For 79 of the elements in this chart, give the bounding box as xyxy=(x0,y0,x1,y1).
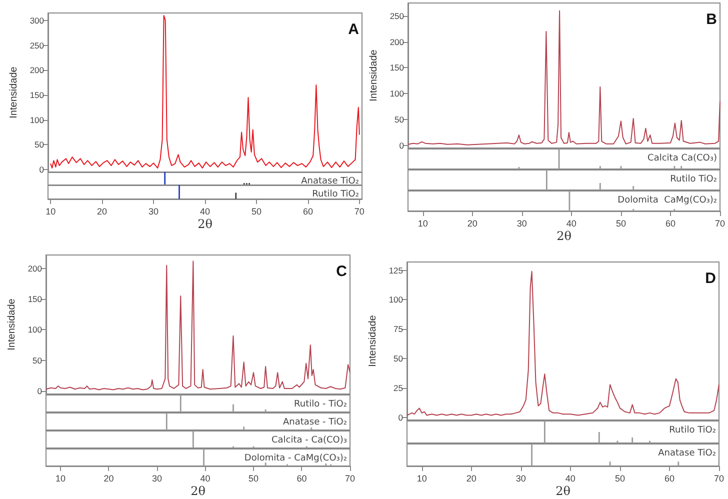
y-tick-label: 25 xyxy=(394,383,404,394)
text: Rutilo TiO₂ xyxy=(670,174,718,184)
y-tick-label: 150 xyxy=(30,90,44,100)
text: D xyxy=(705,270,716,287)
x-tick-label: 60 xyxy=(296,474,307,484)
x-tick-label: 50 xyxy=(614,474,625,484)
x-tick-label: 10 xyxy=(55,474,66,484)
x-tick-label: 60 xyxy=(302,206,313,216)
text: Calcita - Ca(CO)₃ xyxy=(271,436,348,446)
y-tick-label: 150 xyxy=(28,294,42,304)
x-tick-label: 50 xyxy=(251,206,262,216)
y-tick-label: 300 xyxy=(30,15,44,26)
line-series xyxy=(46,260,350,390)
y-tick-label: 100 xyxy=(30,114,44,125)
text: B xyxy=(706,11,718,28)
y-axis-title: Intensidade xyxy=(368,49,380,102)
y-axis-title: Intensidade xyxy=(367,314,378,367)
x-axis-title: 2θ xyxy=(556,229,572,243)
x-tick-label: 30 xyxy=(516,474,526,484)
y-tick-label: 0 xyxy=(37,386,42,396)
x-tick-label: 40 xyxy=(565,474,576,484)
x-tick-label: 30 xyxy=(516,218,527,228)
y-tick-label: 0 xyxy=(398,412,404,423)
text: Anatase TiO₂ xyxy=(301,176,360,186)
x-tick-label: 70 xyxy=(354,206,364,216)
x-tick-label: 70 xyxy=(344,474,356,484)
x-tick-label: 30 xyxy=(152,474,162,484)
x-axis-title: 2θ xyxy=(190,484,206,498)
text: Calcita Ca(CO₃) xyxy=(648,154,717,164)
x-axis-title: 2θ xyxy=(198,217,212,231)
y-tick-label: 0 xyxy=(39,164,44,175)
y-tick-label: 75 xyxy=(394,324,404,334)
y-tick-label: 250 xyxy=(390,10,404,21)
y-tick-label: 50 xyxy=(34,140,44,150)
x-tick-label: 60 xyxy=(664,474,674,484)
x-tick-label: 10 xyxy=(416,474,427,484)
y-tick-label: 50 xyxy=(394,354,404,364)
text: A xyxy=(348,21,360,38)
x-tick-label: 60 xyxy=(665,218,676,228)
y-tick-label: 0 xyxy=(399,140,404,150)
y-axis-title: Intensidade xyxy=(8,66,20,118)
x-tick-label: 40 xyxy=(200,206,210,216)
y-tick-label: 100 xyxy=(390,88,404,99)
text: Anatase - TiO₂ xyxy=(282,418,348,428)
text: Anatase TiO₂ xyxy=(658,448,716,458)
text: Rutilo - TiO₂ xyxy=(294,400,348,410)
y-tick-label: 125 xyxy=(388,265,404,276)
x-tick-label: 70 xyxy=(714,218,726,228)
x-tick-label: 20 xyxy=(466,474,476,484)
x-tick-label: 50 xyxy=(616,218,626,228)
text: C xyxy=(336,263,348,280)
x-tick-label: 10 xyxy=(46,206,56,216)
x-tick-label: 50 xyxy=(248,474,258,484)
x-tick-label: 20 xyxy=(467,218,478,228)
x-tick-label: 20 xyxy=(97,206,108,216)
line-series xyxy=(50,14,360,169)
line-series xyxy=(408,10,720,146)
x-tick-label: 20 xyxy=(104,474,114,484)
x-tick-label: 10 xyxy=(418,218,428,228)
y-axis-title: Intensidade xyxy=(6,298,18,350)
text: Rutilo TiO₂ xyxy=(669,426,716,436)
y-tick-label: 250 xyxy=(30,40,44,50)
line-series xyxy=(406,270,720,416)
text: Dolomita CaMg(CO₃)₂ xyxy=(618,196,718,206)
y-tick-label: 200 xyxy=(390,36,404,47)
y-tick-label: 50 xyxy=(394,114,404,125)
text: Dolomita - CaMg(CO₃)₂ xyxy=(244,454,348,464)
x-axis-title: 2θ xyxy=(556,484,570,498)
x-tick-label: 70 xyxy=(714,474,724,484)
y-tick-label: 100 xyxy=(28,324,42,335)
y-tick-label: 150 xyxy=(390,62,404,73)
text: Rutilo TiO₂ xyxy=(312,190,360,200)
x-tick-label: 30 xyxy=(148,206,159,216)
y-tick-label: 50 xyxy=(32,355,42,366)
x-tick-label: 40 xyxy=(200,474,210,484)
y-tick-label: 200 xyxy=(30,65,44,76)
y-tick-label: 200 xyxy=(28,263,42,274)
x-tick-label: 40 xyxy=(566,218,576,228)
y-tick-label: 100 xyxy=(388,294,404,305)
